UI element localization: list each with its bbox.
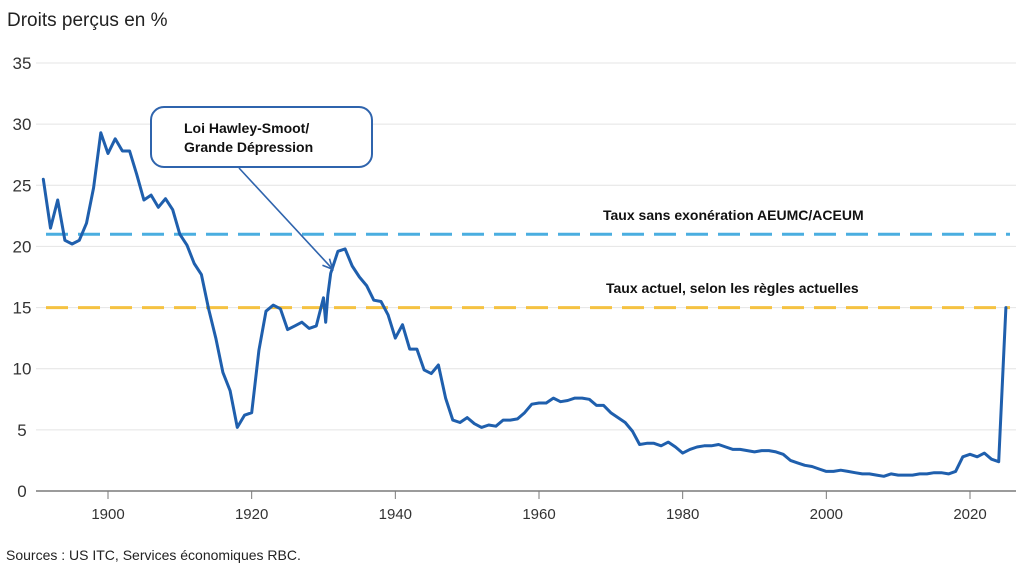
reference-lines (46, 232, 1010, 310)
y-tick-labels: 0 5 10 15 20 25 30 35 (13, 54, 32, 501)
y-axis-title: Droits perçus en % (7, 10, 168, 31)
annotation-text: Loi Hawley-Smoot/ Grande Dépression (184, 119, 313, 157)
x-tick-label: 1980 (666, 506, 699, 523)
x-tick-labels: 1900 1920 1940 1960 1980 2000 2020 (91, 491, 987, 523)
y-tick-label: 25 (13, 176, 32, 195)
reference-label-current: Taux actuel, selon les règles actuelles (606, 280, 859, 296)
y-tick-label: 10 (13, 360, 32, 379)
annotation-arrow-line (238, 167, 334, 270)
x-tick-label: 1920 (235, 506, 268, 523)
x-tick-label: 2020 (953, 506, 986, 523)
reference-label-aeumc: Taux sans exonération AEUMC/ACEUM (603, 207, 864, 223)
annotation-arrow-head (322, 258, 334, 271)
annotation-arrow (238, 167, 334, 271)
x-tick-label: 1960 (522, 506, 555, 523)
series-line (41, 131, 1008, 478)
x-tick-label: 1900 (91, 506, 124, 523)
annotation-box (150, 106, 373, 168)
annotation-line-1: Loi Hawley-Smoot/ (184, 120, 310, 136)
x-tick-label: 1940 (379, 506, 412, 523)
y-tick-label: 5 (17, 421, 26, 440)
y-tick-label: 20 (13, 237, 32, 256)
source-note: Sources : US ITC, Services économiques R… (6, 547, 301, 563)
y-tick-label: 30 (13, 115, 32, 134)
y-tick-label: 0 (17, 482, 26, 501)
x-tick-label: 2000 (810, 506, 843, 523)
annotation-line-2: Grande Dépression (184, 139, 314, 155)
y-tick-label: 35 (13, 54, 32, 73)
series-group (41, 131, 1008, 478)
y-tick-label: 15 (13, 299, 32, 318)
